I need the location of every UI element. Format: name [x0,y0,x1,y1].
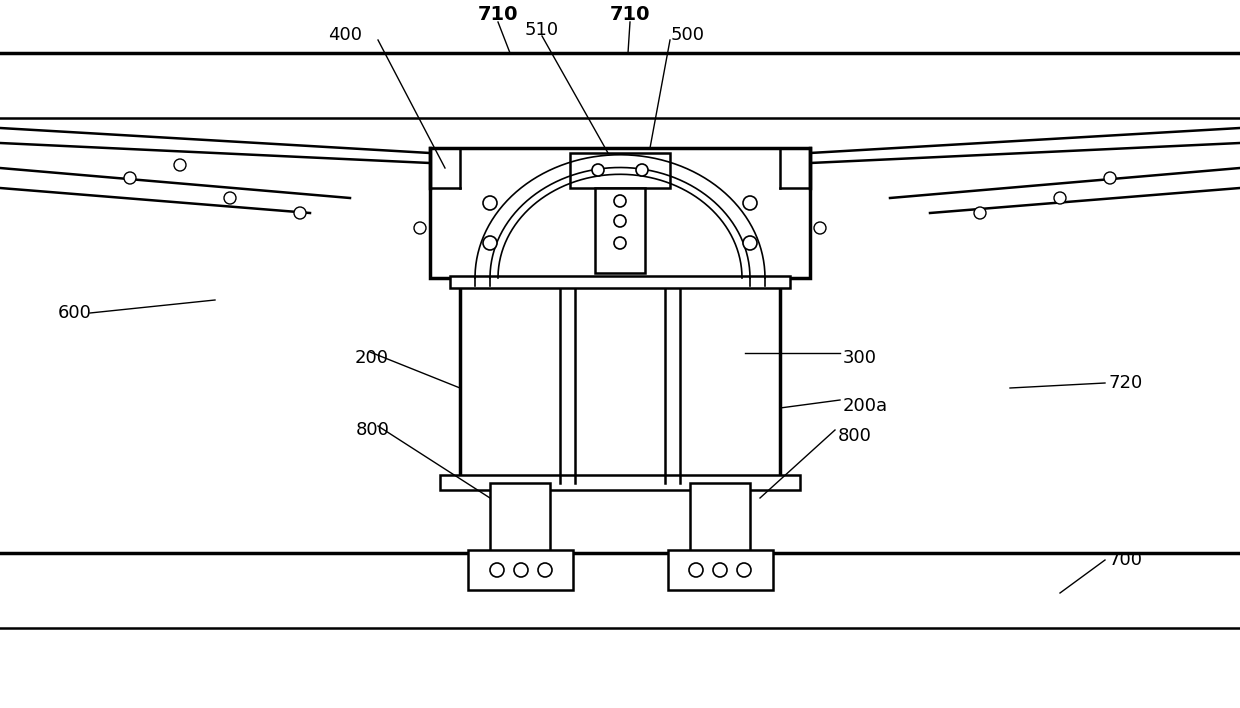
Bar [450,276,790,288]
Circle shape [1054,192,1066,204]
Circle shape [124,172,136,184]
Circle shape [614,237,626,249]
Bar [0,0,1240,118]
Text: 800: 800 [838,427,872,445]
Circle shape [484,236,497,250]
Text: 800: 800 [356,421,389,439]
Circle shape [484,196,497,210]
Bar [689,483,750,553]
Circle shape [515,563,528,577]
Circle shape [689,563,703,577]
Text: 710: 710 [477,4,518,23]
Text: 710: 710 [610,4,650,23]
Circle shape [614,195,626,207]
Circle shape [737,563,751,577]
Text: 200: 200 [355,349,389,367]
Circle shape [538,563,552,577]
Text: 510: 510 [525,21,559,39]
Circle shape [743,236,756,250]
Circle shape [224,192,236,204]
Circle shape [174,159,186,171]
Text: 720: 720 [1109,374,1142,392]
Bar [460,278,780,483]
Bar [570,153,670,188]
Circle shape [813,222,826,234]
Bar [430,148,810,278]
Text: 700: 700 [1109,551,1142,569]
Bar [595,188,645,273]
Circle shape [713,563,727,577]
Bar [440,475,800,490]
Circle shape [294,207,306,219]
Bar [668,550,773,590]
Circle shape [973,207,986,219]
Bar [490,483,551,553]
Circle shape [614,215,626,227]
Text: 400: 400 [329,26,362,44]
Text: 300: 300 [843,349,877,367]
Circle shape [414,222,427,234]
Bar [0,553,1240,708]
Bar [467,550,573,590]
Circle shape [636,164,649,176]
Text: 500: 500 [671,26,706,44]
Circle shape [591,164,604,176]
Circle shape [743,196,756,210]
Text: 600: 600 [58,304,92,322]
Text: 200a: 200a [843,397,888,415]
Circle shape [1104,172,1116,184]
Circle shape [490,563,503,577]
